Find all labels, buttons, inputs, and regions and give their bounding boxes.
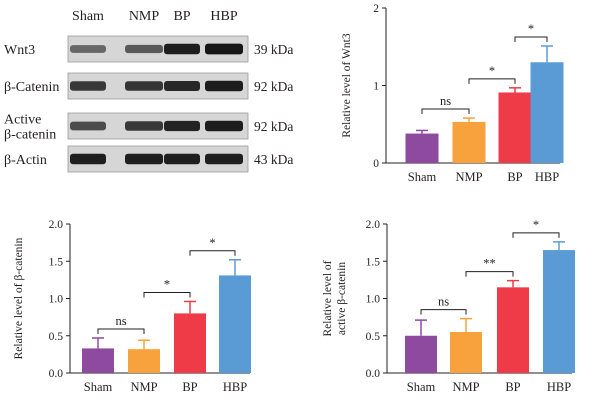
mw-label-wnt3: 39 kDa — [254, 42, 293, 57]
wnt3-sig-label-sham-nmp: ns — [440, 94, 451, 108]
active-beta-catenin-y-tick-label: 0.0 — [366, 368, 381, 380]
band-active-beta-catenin-nmp — [125, 121, 163, 131]
beta-catenin-y-tick-label: 0.5 — [49, 331, 64, 343]
wnt3-sig-label-bp-hbp: * — [528, 22, 534, 36]
active-beta-catenin-sig-bracket-bp-hbp — [512, 232, 560, 238]
active-beta-catenin-sig-bracket-nmp-bp — [465, 271, 514, 277]
active-beta-catenin-category-label-nmp: NMP — [452, 380, 479, 394]
beta-catenin-sig-bracket-sham-nmp — [97, 328, 145, 334]
band-wnt3-hbp — [205, 43, 243, 55]
protein-label-active-beta-catenin: Active β-catenin — [4, 113, 56, 143]
band-beta-actin-nmp — [125, 153, 163, 165]
band-beta-catenin-sham — [70, 81, 106, 91]
wnt3-sig-bracket-sham-nmp — [421, 108, 470, 115]
beta-catenin-category-label-nmp: NMP — [130, 380, 157, 394]
chart-active-beta-catenin: 0.0 0.5 1.0 1.5 2.0 Relative level of active β… — [322, 218, 575, 394]
beta-catenin-bar-nmp — [128, 349, 160, 373]
band-beta-actin-sham — [70, 153, 106, 165]
active-beta-catenin-y-axis-label: Relative level of active β-catenin — [322, 260, 348, 336]
beta-catenin-sig-label-bp-hbp: * — [209, 236, 215, 250]
beta-catenin-sig-bracket-nmp-bp — [143, 291, 191, 298]
band-active-beta-catenin-bp — [164, 120, 200, 132]
wnt3-category-label-hbp: HBP — [535, 170, 559, 184]
wnt3-sig-bracket-bp-hbp — [514, 36, 548, 42]
active-beta-catenin-category-label-hbp: HBP — [547, 380, 571, 394]
lane-label-nmp: NMP — [129, 9, 160, 24]
active-beta-catenin-y-tick-label: 2.0 — [366, 219, 381, 231]
beta-catenin-bar-sham — [82, 348, 114, 373]
wnt3-bar-hbp — [530, 62, 564, 163]
wnt3-bar-nmp — [452, 121, 486, 163]
band-active-beta-catenin-sham — [70, 121, 106, 131]
wnt3-y-axis-label: Relative level of Wnt3 — [341, 33, 353, 137]
wnt3-category-label-nmp: NMP — [455, 170, 482, 184]
active-beta-catenin-y-tick-label: 1.0 — [366, 294, 381, 306]
active-beta-catenin-sig-label-bp-hbp: * — [533, 218, 539, 232]
protein-label-beta-actin: β-Actin — [4, 153, 47, 168]
beta-catenin-y-tick-label: 1.0 — [49, 294, 64, 306]
wnt3-category-label-bp: BP — [507, 170, 522, 184]
protein-label-wnt3: Wnt3 — [4, 43, 35, 58]
chart-wnt3: 0 1 2 Relative level of Wnt3 Sham NMP BP HBP ns *… — [341, 3, 564, 184]
active-beta-catenin-sig-label-sham-nmp: ns — [438, 295, 449, 309]
band-beta-actin-bp — [164, 153, 200, 165]
band-active-beta-catenin-hbp — [205, 120, 243, 132]
band-beta-catenin-bp — [164, 80, 200, 92]
wnt3-y-tick-label: 2 — [373, 3, 379, 15]
active-beta-catenin-y-tick-label: 0.5 — [366, 331, 381, 343]
protein-label-beta-catenin: β-Catenin — [4, 80, 59, 95]
active-beta-catenin-bar-sham — [405, 335, 437, 373]
beta-catenin-category-label-hbp: HBP — [223, 380, 247, 394]
wnt3-y-tick-label: 1 — [373, 81, 379, 93]
beta-catenin-y-tick-label: 0.0 — [49, 368, 64, 380]
beta-catenin-bar-bp — [174, 313, 206, 373]
wnt3-bar-sham — [405, 133, 439, 163]
active-beta-catenin-sig-label-nmp-bp: ** — [483, 257, 496, 271]
beta-catenin-category-label-sham: Sham — [84, 380, 113, 394]
chart-beta-catenin: 0.0 0.5 1.0 1.5 2.0 Relative level of β-caten… — [13, 219, 251, 394]
wnt3-y-tick-label: 0 — [373, 158, 379, 170]
band-wnt3-nmp — [125, 44, 163, 54]
active-beta-catenin-bar-nmp — [450, 332, 482, 373]
active-beta-catenin-bar-bp — [497, 287, 529, 373]
beta-catenin-y-tick-label: 2.0 — [49, 219, 64, 231]
wnt3-category-label-sham: Sham — [408, 170, 437, 184]
mw-label-beta-actin: 43 kDa — [254, 152, 293, 167]
lane-label-sham: Sham — [72, 9, 104, 24]
beta-catenin-bar-hbp — [219, 275, 251, 373]
active-beta-catenin-category-label-sham: Sham — [407, 380, 436, 394]
lane-label-hbp: HBP — [210, 9, 237, 24]
beta-catenin-category-label-bp: BP — [182, 380, 197, 394]
wnt3-bar-bp — [498, 92, 532, 163]
band-beta-actin-hbp — [205, 153, 243, 165]
western-blot-panel: Sham NMP BP HBP Wnt3 39 kDa β-Catenin 92 kDa Act… — [4, 9, 293, 173]
band-wnt3-sham — [70, 45, 106, 53]
lane-label-bp: BP — [173, 9, 190, 24]
active-beta-catenin-y-tick-label: 1.5 — [366, 256, 381, 268]
wnt3-sig-label-nmp-bp: * — [489, 64, 495, 78]
beta-catenin-sig-bracket-bp-hbp — [189, 250, 236, 256]
band-beta-catenin-hbp — [205, 80, 243, 92]
beta-catenin-y-axis-label: Relative level of β-catenin — [13, 237, 25, 359]
wnt3-sig-bracket-nmp-bp — [468, 78, 516, 84]
beta-catenin-sig-label-nmp-bp: * — [164, 277, 170, 291]
band-beta-catenin-nmp — [125, 81, 163, 91]
active-beta-catenin-category-label-bp: BP — [505, 380, 520, 394]
beta-catenin-sig-label-sham-nmp: ns — [115, 314, 126, 328]
active-beta-catenin-bar-hbp — [543, 250, 575, 373]
active-beta-catenin-sig-bracket-sham-nmp — [420, 309, 467, 315]
mw-label-active-beta-catenin: 92 kDa — [254, 119, 293, 134]
mw-label-beta-catenin: 92 kDa — [254, 79, 293, 94]
band-wnt3-bp — [164, 43, 200, 55]
beta-catenin-y-tick-label: 1.5 — [49, 256, 64, 268]
